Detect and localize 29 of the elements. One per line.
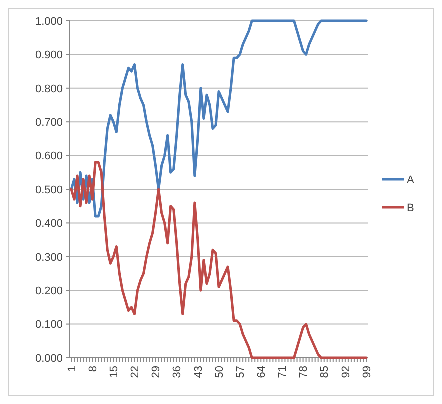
x-tick-label: 85 bbox=[319, 366, 332, 378]
x-tick-label: 57 bbox=[234, 366, 247, 378]
x-tick-label: 1 bbox=[66, 366, 78, 372]
x-tick-label: 92 bbox=[340, 366, 352, 378]
y-tick-label: 0.600 bbox=[35, 150, 63, 163]
x-tick-label: 22 bbox=[130, 366, 142, 378]
y-tick-label: 0.100 bbox=[35, 319, 63, 332]
y-tick-label: 0.500 bbox=[35, 184, 63, 196]
x-tick-label: 15 bbox=[108, 366, 120, 378]
x-tick-label: 99 bbox=[361, 366, 374, 378]
y-tick-label: 0.300 bbox=[35, 252, 63, 264]
y-tick-label: 0.400 bbox=[35, 218, 63, 230]
x-tick-label: 29 bbox=[150, 366, 163, 378]
x-tick-label: 64 bbox=[256, 366, 268, 378]
x-tick-label: 50 bbox=[214, 366, 226, 378]
x-tick-label: 8 bbox=[87, 366, 100, 372]
legend-label: A bbox=[407, 174, 415, 186]
line-series bbox=[70, 20, 368, 218]
legend-label: B bbox=[407, 202, 414, 214]
x-tick-label: 36 bbox=[172, 366, 184, 378]
y-tick-label: 0.000 bbox=[35, 352, 63, 365]
x-tick-label: 71 bbox=[277, 366, 290, 378]
y-tick-label: 0.200 bbox=[35, 285, 63, 298]
y-tick-label: 0.900 bbox=[35, 50, 63, 62]
y-tick-label: 0.800 bbox=[35, 83, 63, 96]
y-tick-label: 0.700 bbox=[35, 116, 63, 129]
y-tick-label: 1.000 bbox=[35, 16, 63, 28]
x-tick-label: 78 bbox=[298, 366, 310, 378]
x-tick-label: 43 bbox=[192, 366, 205, 378]
